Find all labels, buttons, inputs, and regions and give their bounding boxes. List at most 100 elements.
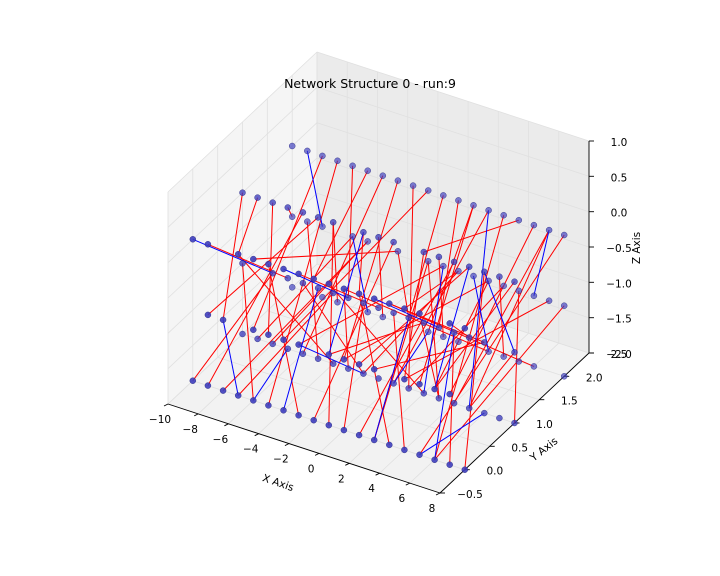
red-edge (449, 332, 455, 465)
network-node (511, 278, 518, 285)
red-edge (449, 224, 535, 395)
network-node (371, 366, 378, 373)
x-tick (163, 403, 169, 407)
network-node (364, 308, 371, 316)
network-node (470, 202, 477, 209)
network-node (496, 414, 503, 422)
red-edge (434, 305, 565, 461)
x-tick (345, 462, 350, 466)
red-edge (343, 180, 399, 360)
network-node (435, 253, 443, 261)
red-edge (358, 266, 470, 365)
blue-edge (252, 348, 289, 401)
grid-line (167, 228, 318, 369)
network-node (375, 233, 382, 241)
red-edge (378, 237, 384, 318)
blue-edge (393, 331, 429, 384)
network-node (435, 324, 443, 331)
network-node (304, 218, 311, 225)
blue-edge (423, 266, 444, 394)
network-node (319, 294, 326, 301)
network-node (349, 233, 356, 240)
blue-edge (434, 266, 470, 390)
red-edge (419, 234, 565, 456)
network-node (405, 385, 412, 392)
network-node (360, 370, 367, 377)
red-edge (306, 221, 319, 359)
network-node (345, 294, 352, 302)
red-edge (302, 175, 384, 355)
network-node (440, 262, 447, 270)
network-node (254, 335, 261, 343)
network-node (330, 289, 337, 297)
network-node (450, 400, 458, 407)
network-nodes (189, 142, 568, 473)
network-node (355, 361, 363, 368)
network-node (455, 197, 462, 204)
network-node (289, 142, 296, 150)
network-node (405, 314, 412, 321)
network-node (284, 275, 291, 282)
network-node (394, 177, 402, 184)
red-edge (343, 288, 349, 369)
x-tick (435, 492, 441, 496)
red-edge (358, 232, 364, 294)
network-node (390, 238, 397, 246)
network-node (455, 267, 462, 275)
z-tick-label: −1.0 (606, 278, 632, 290)
z-tick-label: −2.0 (606, 349, 632, 361)
network-node (394, 248, 402, 255)
network-node (319, 223, 326, 230)
red-edge (237, 292, 334, 396)
red-edge (358, 261, 455, 436)
blue-edge (352, 236, 369, 313)
blue-edge (373, 317, 410, 441)
red-edge (404, 270, 459, 310)
network-node (500, 282, 507, 290)
network-node (340, 356, 348, 363)
grid-line (316, 122, 590, 213)
blue-edge (306, 150, 323, 227)
network-node (416, 381, 423, 388)
red-edge (298, 265, 444, 346)
red-edge (267, 202, 274, 335)
network-node (364, 238, 371, 245)
z-tick-label: 0.0 (611, 208, 628, 220)
network-node (386, 441, 393, 449)
network-node (219, 316, 227, 324)
network-node (250, 255, 257, 263)
z-tick-label: −1.5 (606, 314, 632, 326)
red-edge (514, 290, 520, 424)
network-node (280, 336, 287, 343)
network-node (496, 273, 503, 280)
network-node (239, 330, 246, 338)
network-node (334, 299, 341, 306)
network-node (431, 456, 438, 463)
network-node (435, 395, 443, 402)
network-node (500, 211, 507, 219)
grid-line (316, 51, 590, 142)
network-node (284, 204, 291, 211)
x-tick (193, 413, 199, 417)
network-node (390, 380, 397, 387)
network-node (561, 231, 568, 239)
network-node (511, 419, 518, 427)
x-tick (314, 452, 320, 456)
network-node (295, 270, 302, 278)
x-axis-line (167, 403, 441, 494)
network-node (345, 365, 352, 372)
grid-line (167, 87, 318, 228)
network-node (511, 349, 518, 356)
network-node (420, 248, 427, 256)
network-node (360, 228, 367, 236)
z-tick-label: 1.0 (611, 137, 628, 149)
network-node (319, 152, 326, 160)
x-tick (284, 443, 290, 447)
red-edge (423, 219, 519, 253)
grid-line (217, 356, 490, 447)
z-tick-label: 0.5 (611, 172, 628, 184)
network-node (446, 390, 453, 398)
red-edge (252, 155, 323, 330)
red-edge (373, 261, 429, 441)
